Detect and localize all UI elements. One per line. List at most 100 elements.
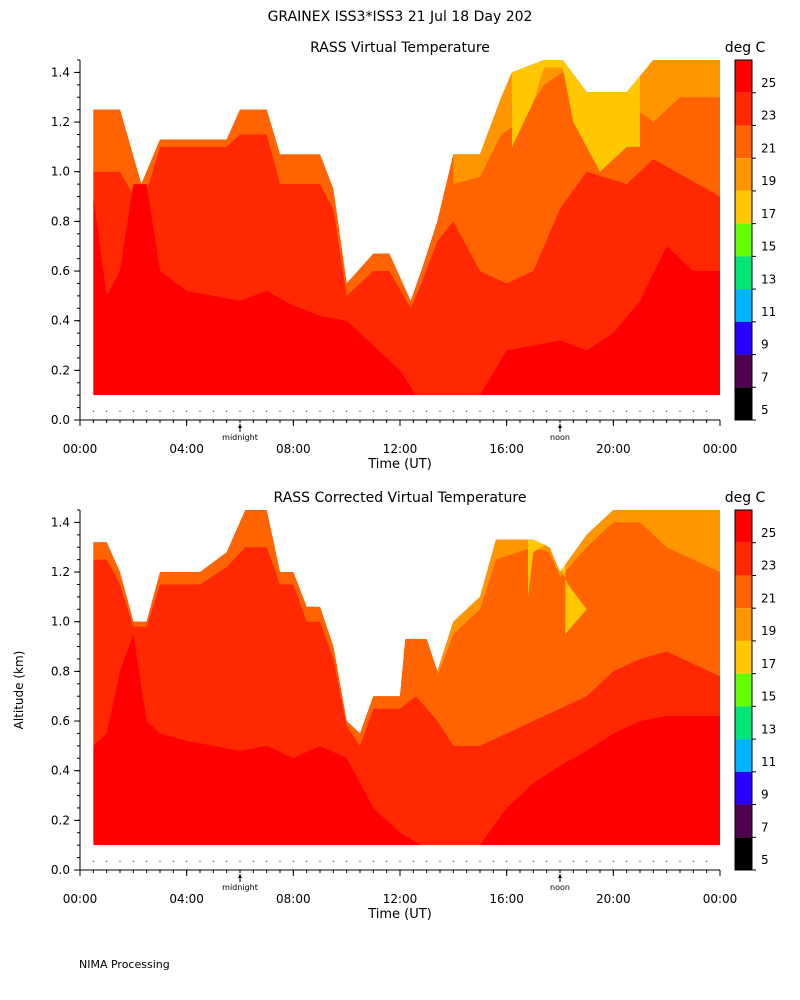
sample-dot [452, 410, 454, 412]
sample-dot [679, 410, 681, 412]
sample-dot [692, 410, 694, 412]
y-tick-label: 1.2 [51, 565, 70, 579]
colorbar-swatch [735, 190, 752, 224]
sample-dot [239, 410, 241, 412]
noon-label: noon [550, 883, 570, 892]
y-tick-label: 0.6 [51, 714, 70, 728]
colorbar-swatch [735, 289, 752, 322]
panel-title: RASS Corrected Virtual Temperature [274, 490, 527, 506]
colorbar-label: 9 [761, 788, 769, 802]
colorbar-swatch [735, 706, 752, 740]
sample-dot [439, 410, 441, 412]
colorbar-swatch [735, 739, 752, 772]
field-zone-24 [93, 634, 721, 846]
sample-dot [639, 410, 641, 412]
sample-dot [546, 860, 548, 862]
sample-dot [652, 410, 654, 412]
sample-dot [599, 860, 601, 862]
sample-dot [426, 410, 428, 412]
y-tick-label: 0.8 [51, 664, 70, 678]
colorbar-swatch [735, 673, 752, 707]
sample-dot [386, 410, 388, 412]
y-tick-label: 1.0 [51, 165, 70, 179]
field-zone-24 [93, 184, 721, 396]
sample-dot [666, 860, 668, 862]
sample-dot [559, 860, 561, 862]
sample-dot [266, 860, 268, 862]
colorbar-label: 21 [761, 141, 776, 155]
colorbar-label: 21 [761, 591, 776, 605]
sample-dot [506, 860, 508, 862]
sample-dot [586, 860, 588, 862]
sample-dot [586, 410, 588, 412]
sample-dot [306, 860, 308, 862]
sample-dot [639, 860, 641, 862]
sample-dot [532, 860, 534, 862]
colorbar-label: 9 [761, 338, 769, 352]
panel-top: RASS Virtual Temperature 0.0 0.2 0.4 0.6 0.8 1… [51, 40, 776, 472]
colorbar-swatch [735, 256, 752, 290]
colorbar-label: 5 [761, 403, 769, 417]
colorbar-label: 13 [761, 272, 776, 286]
colorbar-label: 19 [761, 174, 776, 188]
sample-dot [226, 410, 228, 412]
sample-dot [532, 410, 534, 412]
x-tick-label: 04:00 [169, 892, 204, 906]
sample-dot [492, 860, 494, 862]
noon-arrow [558, 874, 562, 878]
sample-dot [239, 860, 241, 862]
sample-dot [279, 860, 281, 862]
sample-dot [372, 860, 374, 862]
y-tick-label: 0.4 [51, 314, 70, 328]
temperature-field [93, 510, 721, 846]
sample-dot [319, 410, 321, 412]
sample-dot [546, 410, 548, 412]
colorbar-swatch [735, 771, 752, 805]
x-tick-label: 08:00 [276, 892, 311, 906]
y-tick-label: 0.2 [51, 813, 70, 827]
sample-dot [612, 410, 614, 412]
y-tick-label: 1.4 [51, 65, 70, 79]
sample-dot [399, 860, 401, 862]
sample-dot [666, 410, 668, 412]
x-axis-label: Time (UT) [367, 457, 432, 472]
sample-dot [572, 410, 574, 412]
colorbar-swatch [735, 575, 752, 609]
sample-dot [159, 860, 161, 862]
colorbar-label: 25 [761, 76, 776, 90]
sample-dot [172, 860, 174, 862]
sample-dot [132, 860, 134, 862]
sample-dot [492, 410, 494, 412]
sample-dot [119, 410, 121, 412]
sample-dot [212, 860, 214, 862]
sample-dot [332, 410, 334, 412]
sample-dot [292, 860, 294, 862]
x-tick-label: 00:00 [63, 892, 98, 906]
colorbar-frame [734, 59, 753, 421]
y-tick-label: 1.2 [51, 115, 70, 129]
sample-dot [386, 860, 388, 862]
y-tick-label: 0.2 [51, 363, 70, 377]
sample-dot [172, 410, 174, 412]
colorbar-swatch [735, 608, 752, 641]
sample-dot [106, 860, 108, 862]
colorbar-label: 17 [761, 207, 776, 221]
colorbar-label: 17 [761, 657, 776, 671]
midnight-label: midnight [222, 883, 258, 892]
x-tick-label: 00:00 [703, 892, 738, 906]
colorbar-label: 5 [761, 853, 769, 867]
sample-dot [679, 860, 681, 862]
y-tick-label: 0.0 [51, 413, 70, 427]
y-axis-label: Altitude (km) [12, 651, 26, 730]
colorbar-swatch [735, 223, 752, 257]
sample-dot [612, 860, 614, 862]
sample-dot [186, 860, 188, 862]
sample-dot [292, 410, 294, 412]
sample-dot [132, 410, 134, 412]
colorbar-label: 15 [761, 690, 776, 704]
y-tick-label: 0.4 [51, 764, 70, 778]
sample-dot [199, 410, 201, 412]
figure-title: GRAINEX ISS3*ISS3 21 Jul 18 Day 202 [268, 9, 533, 25]
y-tick-label: 1.0 [51, 615, 70, 629]
